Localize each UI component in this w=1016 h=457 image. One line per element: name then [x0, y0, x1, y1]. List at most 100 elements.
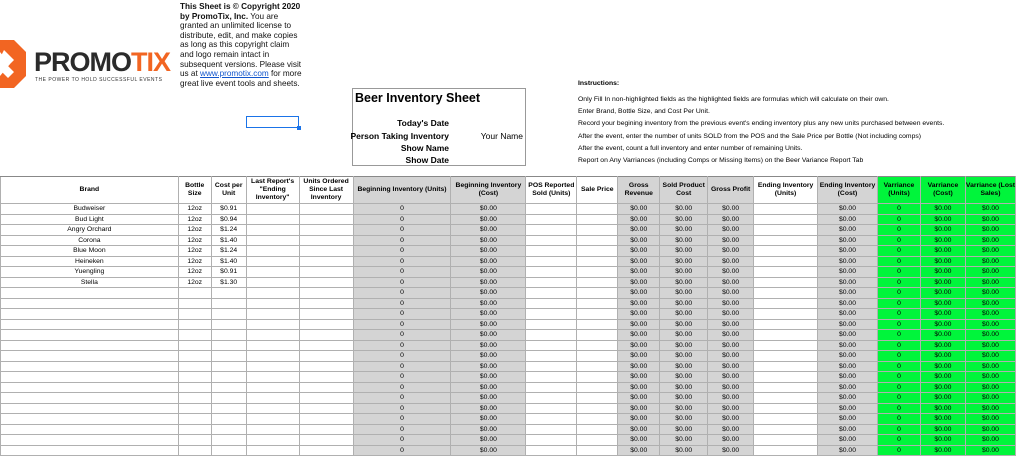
- table-cell[interactable]: [245, 255, 300, 267]
- table-cell[interactable]: $0.00: [659, 276, 709, 288]
- table-cell[interactable]: [576, 371, 619, 383]
- table-cell[interactable]: [753, 360, 819, 372]
- table-cell[interactable]: [576, 444, 619, 456]
- table-cell[interactable]: [177, 423, 212, 435]
- table-cell[interactable]: $0.00: [617, 245, 661, 257]
- table-cell[interactable]: [753, 350, 819, 362]
- table-cell[interactable]: [525, 318, 578, 330]
- table-cell[interactable]: $0.00: [659, 423, 709, 435]
- table-cell[interactable]: [177, 392, 212, 404]
- table-cell[interactable]: $0.00: [617, 360, 661, 372]
- table-cell[interactable]: $1.24: [210, 245, 247, 257]
- table-cell[interactable]: $0.00: [617, 444, 661, 456]
- table-cell[interactable]: [245, 224, 300, 236]
- column-header[interactable]: Ending Inventory (Units): [753, 176, 819, 204]
- column-header[interactable]: Varriance (Units): [876, 176, 921, 204]
- table-cell[interactable]: [0, 413, 179, 425]
- table-cell[interactable]: [525, 350, 578, 362]
- table-cell[interactable]: 0: [876, 308, 921, 320]
- table-cell[interactable]: [298, 402, 354, 414]
- table-cell[interactable]: $0.00: [817, 297, 878, 309]
- table-cell[interactable]: [177, 350, 212, 362]
- table-cell[interactable]: [298, 339, 354, 351]
- table-cell[interactable]: [576, 287, 619, 299]
- table-cell[interactable]: [177, 329, 212, 341]
- table-cell[interactable]: [525, 402, 578, 414]
- table-cell[interactable]: [576, 402, 619, 414]
- table-cell[interactable]: $0.00: [617, 224, 661, 236]
- table-cell[interactable]: $0.00: [450, 360, 527, 372]
- table-cell[interactable]: [753, 371, 819, 383]
- column-header[interactable]: Beginning Inventory (Cost): [450, 176, 527, 204]
- table-cell[interactable]: Bud Light: [0, 213, 179, 225]
- table-cell[interactable]: $0.00: [450, 381, 527, 393]
- table-cell[interactable]: [210, 371, 247, 383]
- table-cell[interactable]: $1.30: [210, 276, 247, 288]
- table-cell[interactable]: $0.00: [817, 392, 878, 404]
- table-cell[interactable]: [576, 423, 619, 435]
- column-header[interactable]: Cost per Unit: [210, 176, 247, 204]
- table-cell[interactable]: $0.00: [659, 297, 709, 309]
- table-cell[interactable]: [0, 444, 179, 456]
- table-cell[interactable]: [245, 444, 300, 456]
- table-cell[interactable]: $0.00: [659, 402, 709, 414]
- table-cell[interactable]: [245, 318, 300, 330]
- table-cell[interactable]: [245, 234, 300, 246]
- table-cell[interactable]: [0, 381, 179, 393]
- table-cell[interactable]: [753, 329, 819, 341]
- table-cell[interactable]: [210, 318, 247, 330]
- table-cell[interactable]: 0: [876, 245, 921, 257]
- table-cell[interactable]: [245, 434, 300, 446]
- table-cell[interactable]: $0.00: [659, 255, 709, 267]
- table-cell[interactable]: $0.00: [964, 371, 1016, 383]
- table-cell[interactable]: [0, 423, 179, 435]
- table-cell[interactable]: $0.00: [450, 203, 527, 215]
- table-cell[interactable]: [298, 203, 354, 215]
- table-cell[interactable]: $0.00: [964, 224, 1016, 236]
- table-cell[interactable]: $0.00: [707, 350, 755, 362]
- table-cell[interactable]: $0.00: [450, 276, 527, 288]
- table-cell[interactable]: $0.00: [707, 423, 755, 435]
- table-cell[interactable]: $0.00: [450, 413, 527, 425]
- table-cell[interactable]: $0.00: [659, 329, 709, 341]
- table-cell[interactable]: Angry Orchard: [0, 224, 179, 236]
- table-cell[interactable]: 0: [876, 413, 921, 425]
- table-cell[interactable]: [0, 434, 179, 446]
- table-cell[interactable]: $0.00: [817, 224, 878, 236]
- table-cell[interactable]: $0.00: [919, 203, 966, 215]
- table-cell[interactable]: 0: [876, 318, 921, 330]
- table-cell[interactable]: $0.00: [450, 245, 527, 257]
- table-cell[interactable]: 12oz: [177, 255, 212, 267]
- table-cell[interactable]: $0.00: [964, 444, 1016, 456]
- table-cell[interactable]: [177, 318, 212, 330]
- table-cell[interactable]: [210, 434, 247, 446]
- table-cell[interactable]: [177, 297, 212, 309]
- table-cell[interactable]: [0, 287, 179, 299]
- table-cell[interactable]: $0.00: [617, 381, 661, 393]
- table-cell[interactable]: $0.00: [707, 287, 755, 299]
- table-cell[interactable]: 0: [352, 413, 452, 425]
- table-cell[interactable]: 0: [352, 297, 452, 309]
- table-cell[interactable]: [576, 266, 619, 278]
- table-cell[interactable]: $0.00: [817, 413, 878, 425]
- table-cell[interactable]: $0.91: [210, 266, 247, 278]
- table-cell[interactable]: [298, 329, 354, 341]
- table-cell[interactable]: $0.00: [707, 413, 755, 425]
- table-cell[interactable]: $0.00: [964, 308, 1016, 320]
- table-cell[interactable]: $0.00: [919, 402, 966, 414]
- table-cell[interactable]: $0.00: [617, 423, 661, 435]
- table-cell[interactable]: [576, 297, 619, 309]
- table-cell[interactable]: $0.00: [617, 266, 661, 278]
- table-cell[interactable]: Yuengling: [0, 266, 179, 278]
- table-cell[interactable]: [298, 213, 354, 225]
- table-cell[interactable]: [210, 444, 247, 456]
- table-cell[interactable]: $0.00: [707, 234, 755, 246]
- table-cell[interactable]: [210, 350, 247, 362]
- table-cell[interactable]: 0: [352, 350, 452, 362]
- table-cell[interactable]: $0.00: [659, 434, 709, 446]
- column-header[interactable]: Sold Product Cost: [659, 176, 709, 204]
- table-cell[interactable]: $0.00: [450, 423, 527, 435]
- table-cell[interactable]: 0: [876, 444, 921, 456]
- table-cell[interactable]: 12oz: [177, 224, 212, 236]
- table-cell[interactable]: [245, 329, 300, 341]
